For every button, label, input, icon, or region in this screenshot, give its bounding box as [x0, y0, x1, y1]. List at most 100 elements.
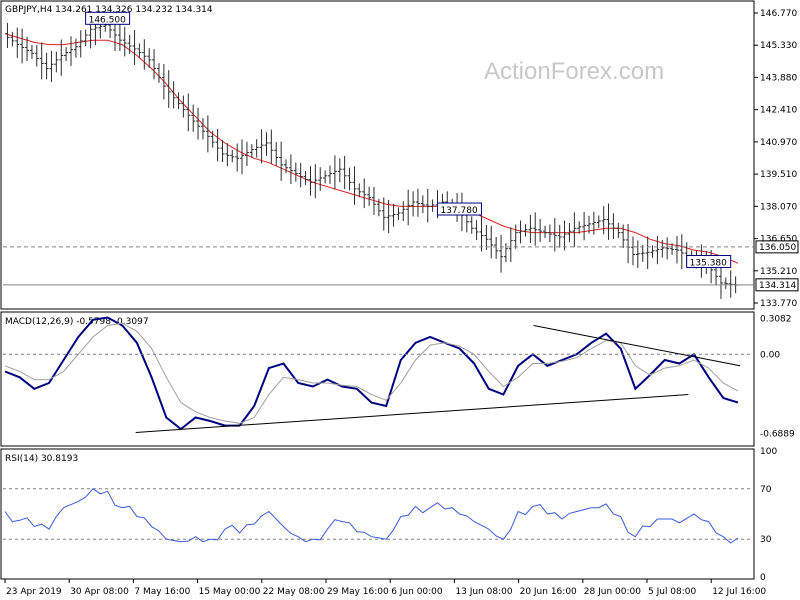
price-bar [181, 95, 186, 118]
price-bar [474, 220, 479, 241]
price-bar [39, 42, 44, 80]
macd-y-tick-label: 0.3082 [760, 315, 792, 325]
price-y-tick-label: 146.770 [760, 9, 797, 19]
rsi-y-tick-label: 0 [760, 573, 766, 583]
rsi-y-tick-label: 30 [760, 535, 772, 545]
price-bar [171, 81, 176, 109]
price-bar [254, 139, 259, 158]
price-bar [78, 30, 83, 58]
price-bar [499, 234, 504, 273]
price-bar [406, 189, 411, 226]
price-bar [220, 139, 225, 162]
price-bar [381, 197, 386, 231]
x-tick-label: 20 Jun 16:00 [520, 587, 577, 597]
price-bar [210, 130, 215, 148]
price-bar [59, 39, 64, 76]
moving-average-layer [4, 33, 739, 264]
price-bar [161, 64, 166, 100]
price-bar [279, 141, 284, 181]
price-annotation-box [686, 255, 732, 269]
price-bar [469, 216, 474, 234]
macd-y-tick-label: -0.6889 [760, 430, 795, 440]
price-bar [283, 159, 288, 174]
watermark: ActionForex.com [484, 58, 664, 85]
price-bar [200, 118, 205, 140]
price-y-tick-label: 140.970 [760, 138, 797, 148]
price-bar [635, 240, 640, 268]
price-bar [352, 166, 357, 205]
price-bar [323, 170, 328, 184]
price-bar [176, 92, 181, 110]
moving-average-line [4, 33, 739, 264]
price-bar [274, 142, 279, 166]
price-bar [557, 224, 562, 248]
x-tick-label: 7 May 16:00 [134, 587, 190, 597]
price-bar [401, 201, 406, 222]
price-annotation-label: 146.500 [89, 15, 126, 25]
price-bar [152, 49, 157, 80]
price-bar [523, 224, 528, 237]
price-bar [362, 178, 367, 209]
price-bar [186, 93, 191, 132]
price-bar [572, 212, 577, 248]
price-bar [69, 36, 74, 66]
price-bar [288, 154, 293, 185]
price-bar [631, 236, 636, 266]
current-price-box [755, 278, 799, 292]
price-y-tick-label: 138.070 [760, 202, 797, 212]
price-y-tick-label: 145.330 [760, 41, 797, 51]
x-tick-label: 5 Jul 08:00 [648, 587, 697, 597]
price-bar [503, 243, 508, 263]
price-bar [670, 243, 675, 255]
price-bar [552, 218, 557, 252]
price-bar [132, 30, 137, 65]
price-bar [577, 221, 582, 234]
price-bar [205, 115, 210, 153]
price-bar [49, 50, 54, 82]
price-bar [376, 198, 381, 217]
price-bar [342, 155, 347, 190]
price-bar [489, 225, 494, 259]
price-bar [240, 139, 245, 175]
macd-panel-title: MACD(12,26,9) -0.5798 -0.3097 [5, 317, 149, 327]
price-annotation-box [85, 11, 131, 25]
price-bar [15, 27, 20, 58]
price-bar [606, 203, 611, 240]
price-bar [308, 166, 313, 196]
x-tick-label: 22 May 08:00 [263, 587, 325, 597]
price-bar [596, 215, 601, 228]
price-bar [122, 26, 127, 57]
macd-panel-frame [0, 311, 755, 447]
price-bar [367, 186, 372, 206]
macd-layer [3, 316, 754, 433]
price-bar [528, 214, 533, 244]
price-bar [396, 207, 401, 220]
rsi-line [4, 488, 739, 544]
price-bar [567, 223, 572, 243]
price-bar [587, 215, 592, 234]
macd-series-main [4, 316, 739, 431]
price-bar [582, 212, 587, 241]
current-price-label: 134.314 [759, 281, 796, 291]
price-bar [391, 203, 396, 227]
price-bar [117, 24, 122, 51]
x-tick-label: 6 Jun 00:00 [391, 587, 443, 597]
macd-trendline [135, 394, 689, 433]
price-bar [332, 155, 337, 190]
price-bar [127, 35, 132, 55]
price-y-tick-label: 133.770 [760, 299, 797, 309]
price-bar [142, 39, 147, 70]
price-bar [235, 143, 240, 172]
price-bar [415, 188, 420, 217]
price-bar [547, 224, 552, 243]
macd-y-tick-label: 0.00 [760, 350, 780, 360]
price-bar [244, 141, 249, 167]
price-bar [386, 199, 391, 234]
price-bar [640, 244, 645, 262]
price-bar [44, 52, 49, 80]
price-bar [543, 225, 548, 239]
price-y-tick-label: 135.210 [760, 267, 797, 277]
rsi-panel-frame [0, 448, 755, 580]
price-bar [616, 222, 621, 239]
